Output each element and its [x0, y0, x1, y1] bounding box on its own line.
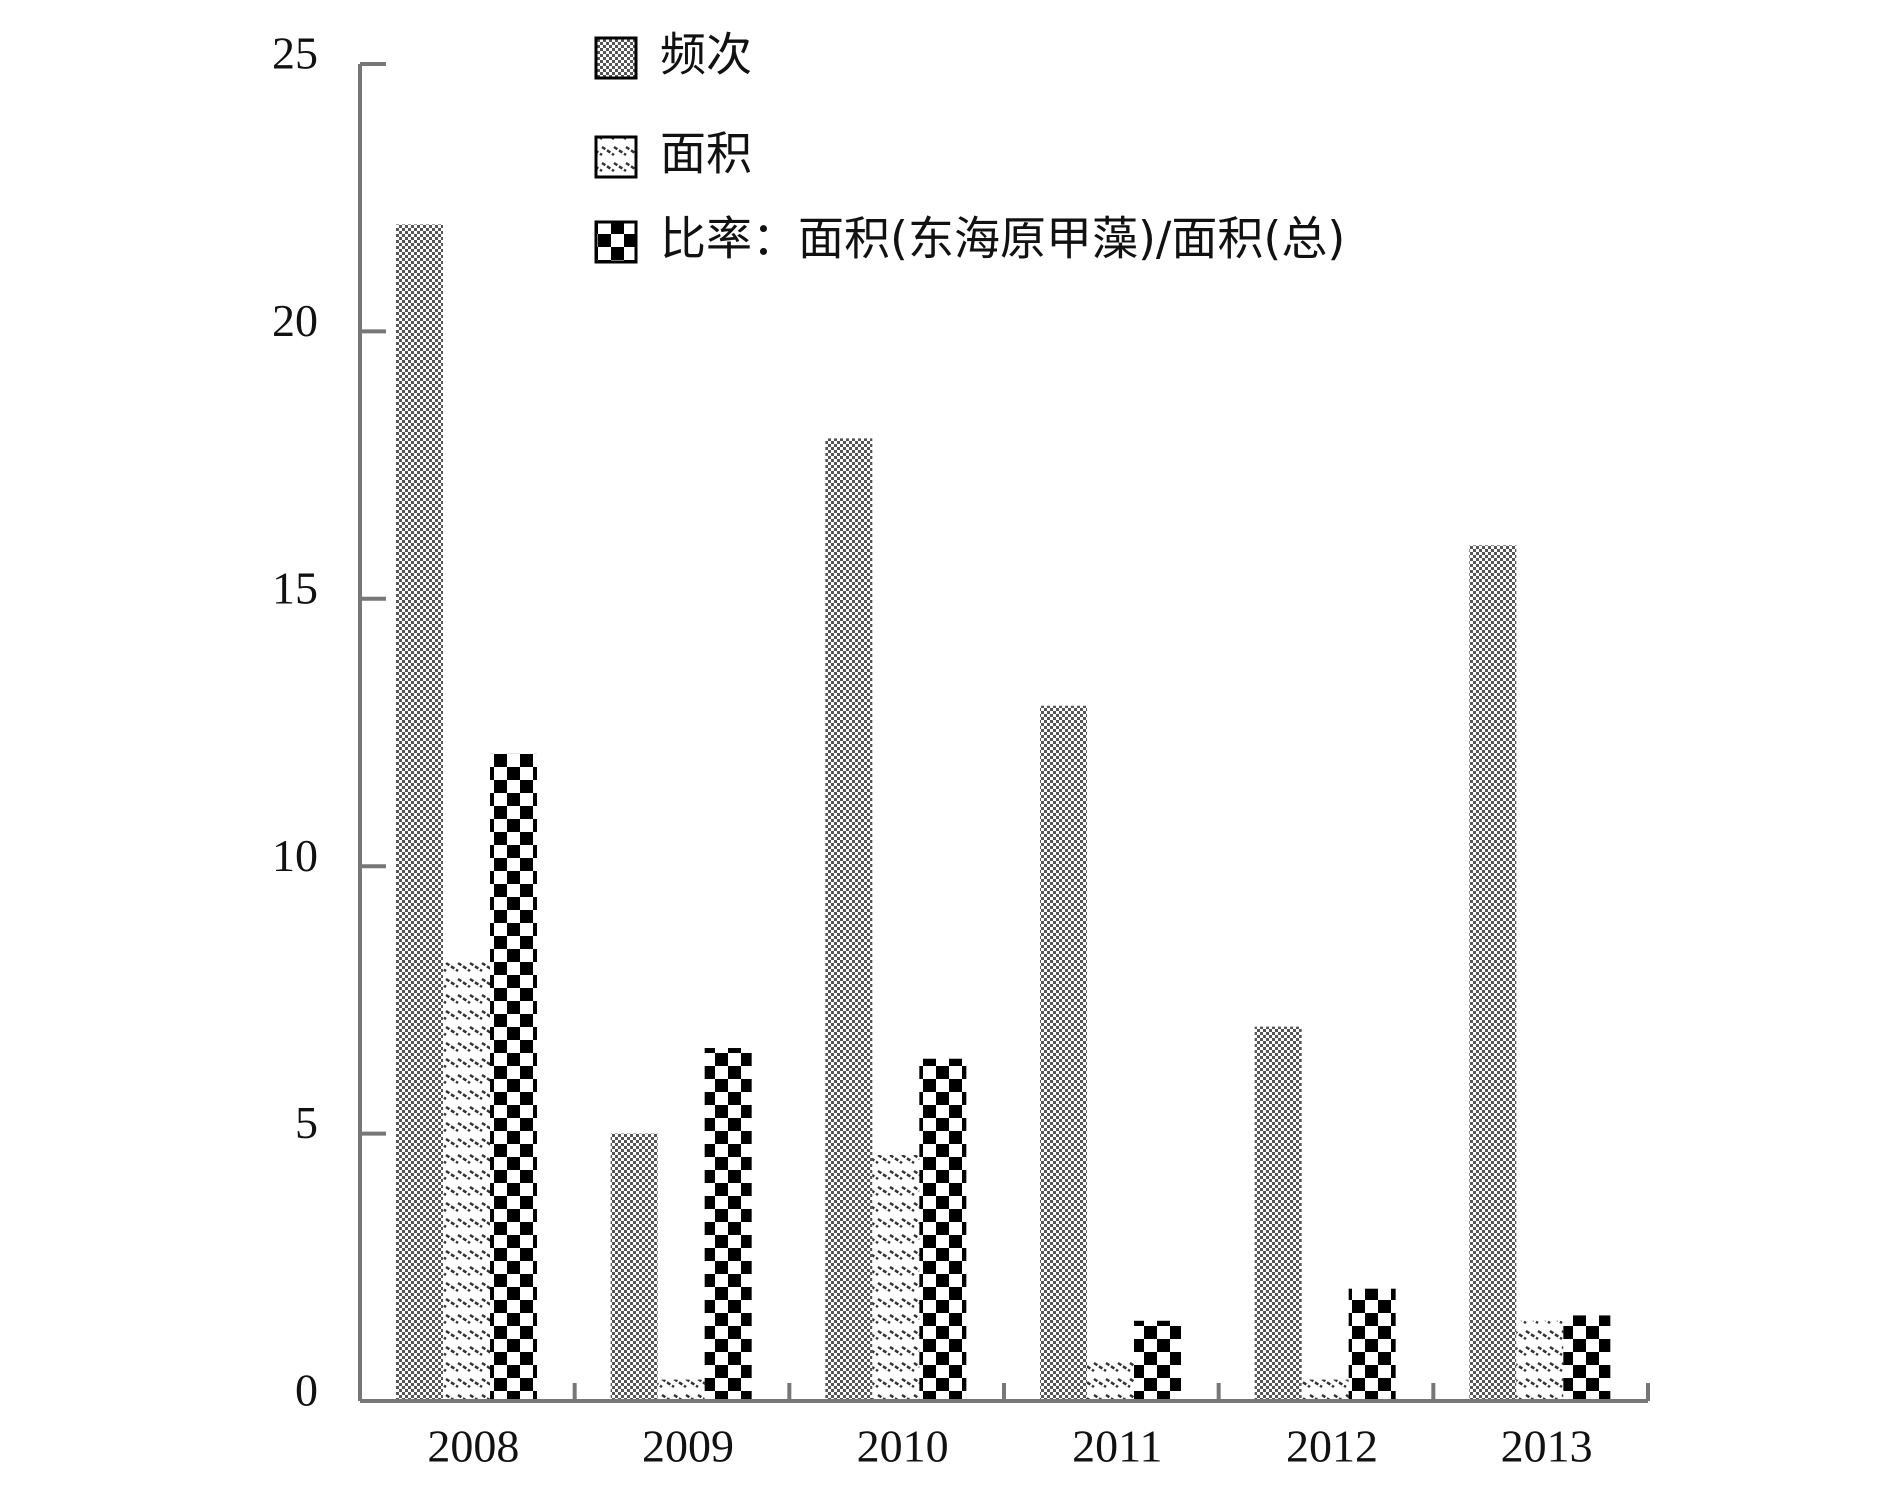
bar: [825, 438, 873, 1401]
legend-swatch: [594, 135, 638, 179]
bar: [610, 1133, 658, 1401]
bar: [490, 753, 537, 1401]
bar: [657, 1379, 705, 1401]
bar: [1087, 1358, 1134, 1401]
bar: [872, 1154, 920, 1401]
bar: [1348, 1288, 1396, 1401]
bar: [919, 1058, 967, 1401]
legend-label: 频次: [660, 28, 752, 82]
x-tick-label: 2012: [1286, 1421, 1378, 1472]
bar: [396, 224, 443, 1402]
legend-label: 面积: [660, 127, 752, 181]
y-tick-label: 25: [272, 28, 318, 79]
y-tick-label: 10: [272, 830, 318, 881]
bar: [443, 962, 490, 1401]
x-tick-label: 2009: [642, 1421, 734, 1472]
bar: [1254, 1026, 1302, 1401]
legend-swatch: [594, 36, 638, 80]
bar: [1134, 1320, 1181, 1401]
y-tick-label: 15: [272, 562, 318, 613]
x-tick-label: 2011: [1072, 1421, 1162, 1472]
y-tick-label: 0: [295, 1365, 318, 1416]
y-tick-label: 20: [272, 295, 318, 346]
y-tick-label: 5: [295, 1097, 318, 1148]
bar: [1516, 1320, 1564, 1401]
legend-swatch: [594, 220, 638, 264]
x-tick-label: 2010: [857, 1421, 949, 1472]
bar: [1563, 1315, 1611, 1401]
x-tick-label: 2013: [1501, 1421, 1593, 1472]
legend-label: 比率：面积(东海原甲藻)/面积(总): [660, 212, 1345, 266]
bar: [1469, 545, 1517, 1401]
bar: [1301, 1379, 1349, 1401]
x-tick-label: 2008: [427, 1421, 519, 1472]
bar: [704, 1048, 752, 1401]
bar: [1040, 705, 1087, 1401]
